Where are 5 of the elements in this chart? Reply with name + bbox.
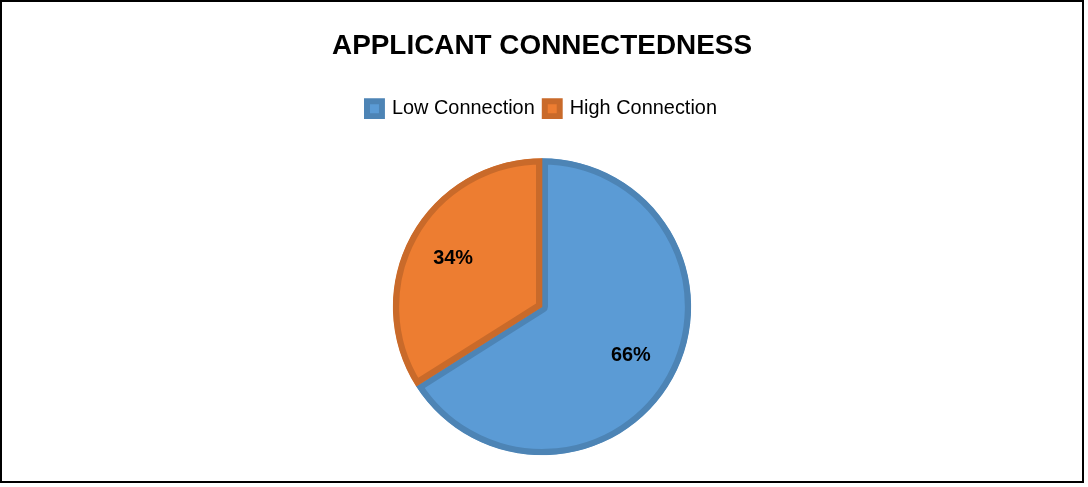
data-label: 66%: [610, 342, 652, 365]
legend-label: High Connection: [569, 96, 717, 119]
legend-label: Low Connection: [391, 96, 535, 119]
data-label: 34%: [433, 245, 474, 268]
chart-title: APPLICANT CONNECTEDNESS: [332, 29, 752, 61]
